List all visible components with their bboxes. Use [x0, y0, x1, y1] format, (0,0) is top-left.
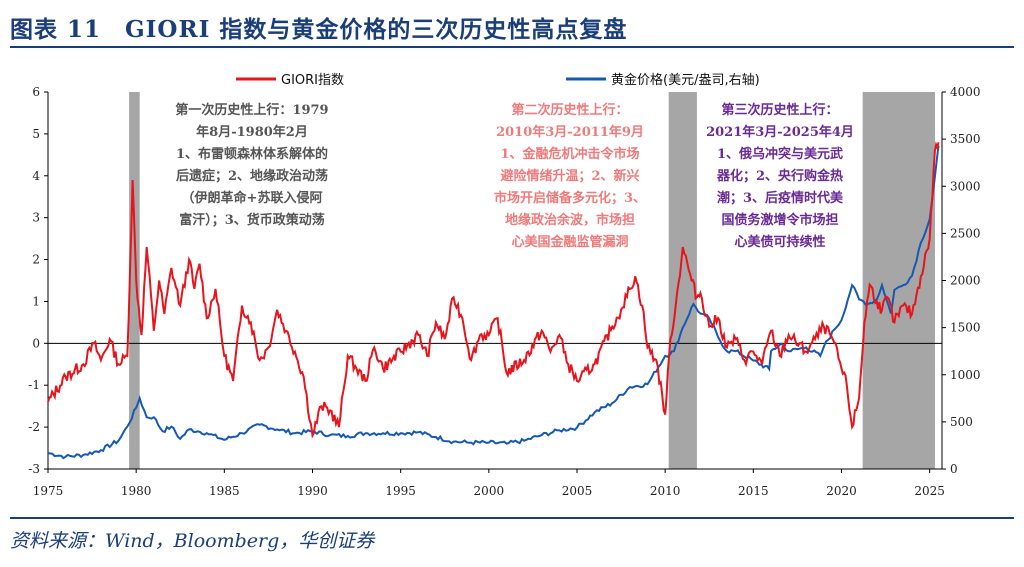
left-tick-label: 6 [32, 85, 40, 99]
series-line-giori [47, 141, 940, 439]
annotation-third-rise: 第三次历史性上行： 2021年3月-2025年4月 1、俄乌冲突与美元武 器化；… [706, 103, 854, 250]
x-tick-label: 1985 [209, 484, 240, 498]
right-tick-label: 500 [950, 415, 973, 429]
x-tick-label: 2010 [650, 484, 681, 498]
right-tick-label: 2000 [950, 274, 981, 288]
left-tick-label: -3 [28, 462, 40, 476]
x-tick-label: 1995 [385, 484, 416, 498]
left-tick-label: 1 [32, 294, 40, 308]
title-rule [10, 46, 1014, 48]
left-tick-label: 4 [32, 169, 40, 183]
legend-label-gold: 黄金价格(美元/盎司,右轴) [611, 72, 760, 88]
x-tick-label: 2020 [826, 484, 857, 498]
right-tick-label: 3500 [950, 132, 981, 146]
legend: GIORI指数 黄金价格(美元/盎司,右轴) [236, 72, 760, 88]
chart-title: 图表 11 GIORI 指数与黄金价格的三次历史性高点复盘 [10, 16, 628, 43]
annotation-second-rise: 第二次历史性上行： 2010年3月-2011年9月 1、金融危机冲击令市场 避险… [493, 103, 647, 250]
shaded-period-1 [129, 92, 140, 469]
legend-label-giori: GIORI指数 [281, 73, 344, 88]
x-axis-ticks: 1975 1980 1985 1990 1995 2000 2005 2010 2015 2020… [33, 469, 945, 498]
right-tick-label: 0 [950, 462, 958, 476]
x-tick-label: 1975 [33, 484, 64, 498]
left-tick-label: -2 [28, 420, 40, 434]
x-tick-label: 1990 [297, 484, 328, 498]
source-rule [10, 517, 1014, 519]
x-tick-label: 2005 [562, 484, 593, 498]
left-axis-ticks: -3 -2 -1 0 1 2 3 4 5 6 [28, 85, 48, 476]
left-tick-label: 5 [32, 127, 40, 141]
left-tick-label: 3 [32, 211, 40, 225]
annotation-first-rise: 第一次历史性上行：1979 年8月-1980年2月 1、布雷顿森林体系解体的 后… [175, 103, 329, 228]
right-axis-ticks: 0 500 1000 1500 2000 2500 3000 3500 4000 [942, 85, 981, 476]
x-tick-label: 2025 [914, 484, 945, 498]
right-tick-label: 1500 [950, 321, 981, 335]
right-tick-label: 3000 [950, 179, 981, 193]
series-lines [47, 141, 940, 460]
x-tick-label: 1980 [121, 484, 152, 498]
shaded-period-3 [862, 92, 935, 469]
left-tick-label: 0 [32, 336, 40, 350]
x-tick-label: 2015 [738, 484, 769, 498]
left-tick-label: -1 [28, 378, 40, 392]
x-tick-label: 2000 [474, 484, 505, 498]
source-note: 资料来源：Wind，Bloomberg，华创证券 [10, 530, 375, 552]
right-tick-label: 2500 [950, 226, 981, 240]
right-tick-label: 1000 [950, 368, 981, 382]
left-tick-label: 2 [32, 253, 40, 267]
series-line-gold-price [47, 145, 940, 460]
right-tick-label: 4000 [950, 85, 981, 99]
